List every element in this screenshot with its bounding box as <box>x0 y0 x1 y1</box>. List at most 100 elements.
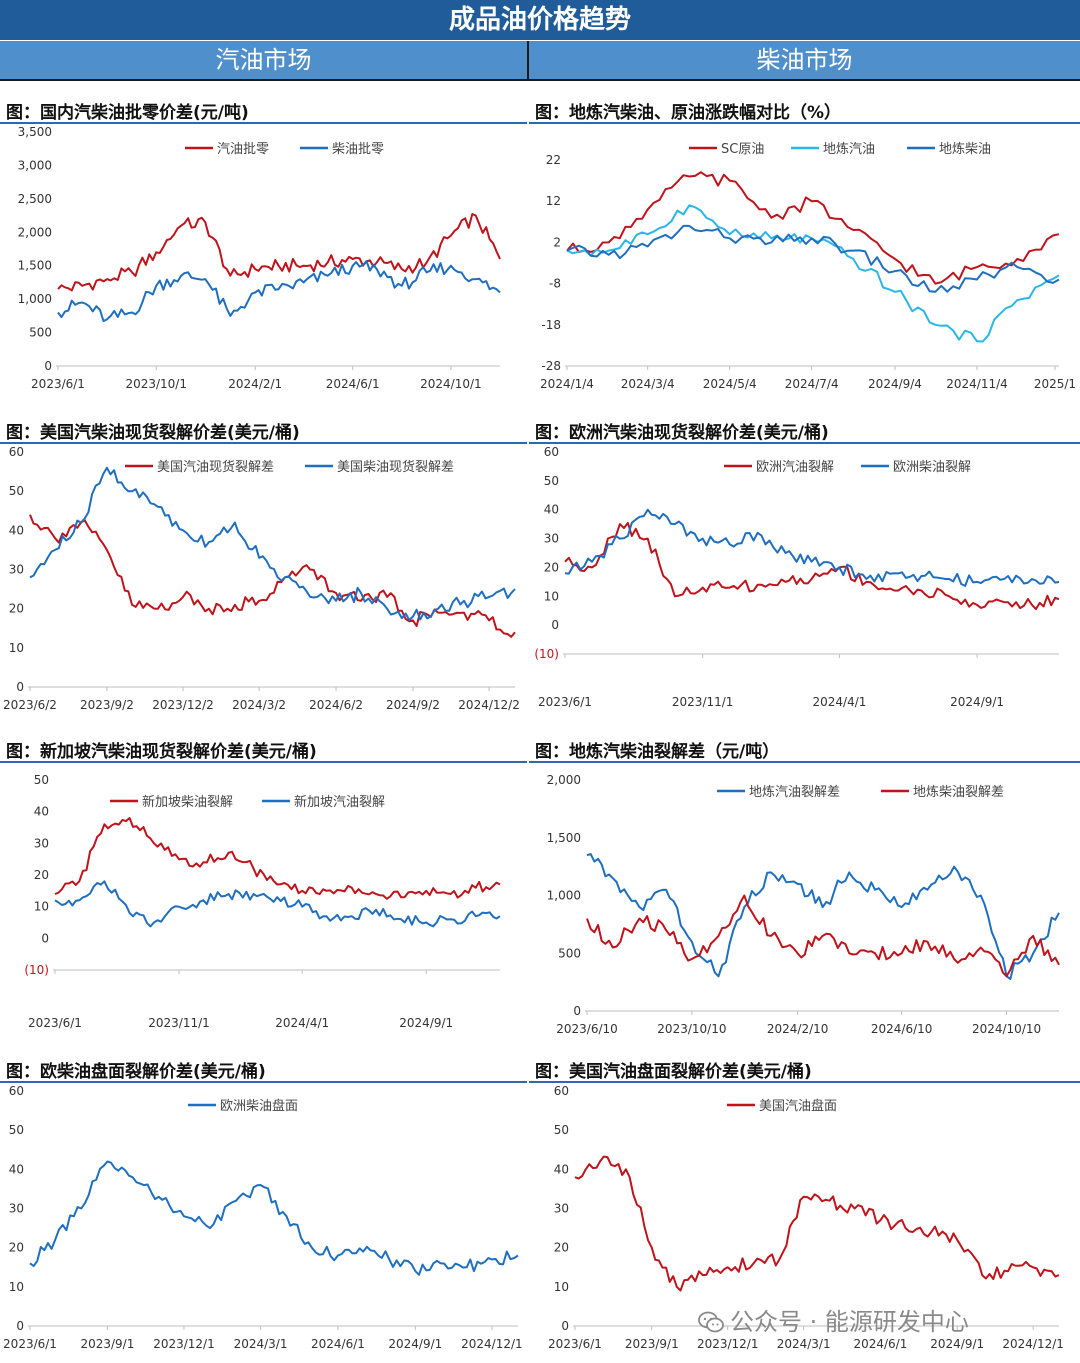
x-tick-label: 2024/9/4 <box>868 377 922 391</box>
x-tick-label: 2024/9/1 <box>950 695 1004 709</box>
legend-label: 地炼汽油裂解差 <box>749 785 840 800</box>
title-underline <box>0 1081 527 1083</box>
y-tick-label: 2,000 <box>547 773 581 787</box>
y-tick-label: -18 <box>541 318 561 332</box>
title-underline <box>529 442 1080 444</box>
y-tick-label: 1,000 <box>547 889 581 903</box>
y-tick-label: 500 <box>29 326 52 340</box>
sg-spot-crack-chart: (10) 0 10 20 30 40 50 2023/6/1 2023/11/1 2024/4/1… <box>24 773 501 1030</box>
x-tick-label: 2024/3/1 <box>777 1337 831 1351</box>
x-tick-label: 2023/6/1 <box>31 377 85 391</box>
x-tick-label: 2024/6/1 <box>853 1337 907 1351</box>
x-tick-label: 2023/9/1 <box>625 1337 679 1351</box>
title-underline <box>529 761 1080 763</box>
x-tick-label: 2023/6/1 <box>538 695 592 709</box>
series-line-2 <box>566 224 1060 293</box>
y-tick-label: 30 <box>9 563 24 577</box>
x-tick-label: 2024/3/2 <box>232 698 286 712</box>
chart-title: 图：新加坡汽柴油现货裂解价差(美元/桶) <box>6 742 317 762</box>
x-tick-label: 2023/9/1 <box>80 1337 134 1351</box>
y-tick-label: 10 <box>544 589 559 603</box>
page-title: 成品油价格趋势 <box>0 0 1080 40</box>
x-tick-label: 2024/12/1 <box>461 1337 523 1351</box>
series-line-0 <box>566 171 1060 285</box>
y-tick-label: 40 <box>544 503 559 517</box>
title-underline <box>529 1081 1080 1083</box>
y-tick-label: 1,000 <box>18 292 52 306</box>
y-tick-label: (10) <box>534 647 559 661</box>
y-tick-label: -8 <box>549 277 561 291</box>
y-tick-label: 10 <box>9 641 24 655</box>
y-tick-label: 60 <box>544 445 559 459</box>
x-tick-label: 2023/10/1 <box>125 377 187 391</box>
y-tick-label: 2,500 <box>18 192 52 206</box>
eu-diesel-futures-crack-chart: 0 10 20 30 40 50 60 2023/6/1 2023/9/1 2023/12/1 20… <box>3 1084 523 1351</box>
x-tick-label: 2024/2/1 <box>228 377 282 391</box>
x-tick-label: 2023/12/1 <box>153 1337 215 1351</box>
x-tick-label: 2023/12/2 <box>152 698 214 712</box>
y-tick-label: 0 <box>551 618 559 632</box>
legend-label: SC原油 <box>721 142 764 157</box>
y-tick-label: 30 <box>554 1202 569 1216</box>
x-tick-label: 2024/4/1 <box>812 695 866 709</box>
y-tick-label: 0 <box>44 359 52 373</box>
series-line-1 <box>564 508 1060 587</box>
series-line-1 <box>57 260 501 323</box>
y-tick-label: 0 <box>16 1319 24 1333</box>
x-tick-label: 2024/5/4 <box>703 377 757 391</box>
title-underline <box>0 122 527 124</box>
x-tick-label: 2024/6/1 <box>311 1337 365 1351</box>
y-tick-label: 50 <box>554 1123 569 1137</box>
series-line-0 <box>586 853 1060 980</box>
eu-spot-crack-chart: (10) 0 10 20 30 40 50 60 2023/6/1 2023/11/1 2024/4… <box>534 445 1060 709</box>
legend-label: 欧洲柴油盘面 <box>220 1098 298 1114</box>
series-line-1 <box>29 466 516 621</box>
chart-panel-eu-spot-crack: 图：欧洲汽柴油现货裂解价差(美元/桶) (10) 0 10 20 30 40 50 60 202… <box>529 418 1080 720</box>
legend-label: 美国柴油现货裂解差 <box>337 459 454 475</box>
watermark: 公众号 · 能源研发中心 <box>698 1302 969 1337</box>
y-tick-label: 1,500 <box>547 831 581 845</box>
x-tick-label: 2023/10/10 <box>657 1022 726 1036</box>
y-tick-label: 500 <box>558 946 581 960</box>
section-divider <box>527 41 529 81</box>
x-tick-label: 2023/6/1 <box>548 1337 602 1351</box>
y-tick-label: 50 <box>34 773 49 787</box>
y-tick-label: 40 <box>34 805 49 819</box>
title-underline <box>529 122 1080 124</box>
legend-label: 美国汽油现货裂解差 <box>157 459 274 475</box>
x-tick-label: 2024/6/2 <box>309 698 363 712</box>
series-line-1 <box>54 880 501 928</box>
legend-label: 欧洲柴油裂解 <box>893 460 971 475</box>
y-tick-label: 30 <box>544 532 559 546</box>
x-tick-label: 2024/9/1 <box>399 1016 453 1030</box>
y-tick-label: 30 <box>9 1202 24 1216</box>
chart-title: 图：欧洲汽柴油现货裂解价差(美元/桶) <box>535 423 829 443</box>
y-tick-label: 20 <box>9 1241 24 1255</box>
x-tick-label: 2023/6/10 <box>556 1022 618 1036</box>
watermark-text: 公众号 · 能源研发中心 <box>730 1308 969 1336</box>
y-tick-label: 60 <box>9 445 24 459</box>
y-tick-label: 22 <box>546 153 561 167</box>
series-line-0 <box>574 1155 1060 1292</box>
x-tick-label: 2024/6/1 <box>326 377 380 391</box>
chart-panel-eu-diesel-futures-crack: 图：欧柴油盘面裂解价差(美元/桶) 0 10 20 30 40 50 60 2023/6/1 2… <box>0 1057 527 1359</box>
legend-label: 美国汽油盘面 <box>759 1098 837 1114</box>
series-line-0 <box>29 1160 519 1276</box>
y-tick-label: 2,000 <box>18 225 52 239</box>
y-tick-label: 12 <box>546 194 561 208</box>
chart-panel-us-spot-crack: 图：美国汽柴油现货裂解价差(美元/桶) 0 10 20 30 40 50 60 2023/6/… <box>0 418 527 720</box>
series-line-1 <box>586 894 1060 978</box>
legend-label: 柴油批零 <box>332 142 384 157</box>
y-tick-label: 40 <box>9 523 24 537</box>
chart-panel-us-gasoline-futures-crack: 图：美国汽油盘面裂解价差(美元/桶) 0 10 20 30 40 50 60 2023/6/1… <box>529 1057 1080 1359</box>
y-tick-label: 40 <box>9 1162 24 1176</box>
x-tick-label: 2023/12/1 <box>697 1337 759 1351</box>
title-underline <box>0 442 527 444</box>
x-tick-label: 2023/9/2 <box>80 698 134 712</box>
y-tick-label: (10) <box>24 963 49 977</box>
legend-label: 地炼柴油裂解差 <box>913 785 1004 800</box>
y-tick-label: 20 <box>9 602 24 616</box>
y-tick-label: 3,500 <box>18 126 52 139</box>
x-tick-label: 2025/1 <box>1034 377 1076 391</box>
x-tick-label: 2024/12/1 <box>1002 1337 1064 1351</box>
